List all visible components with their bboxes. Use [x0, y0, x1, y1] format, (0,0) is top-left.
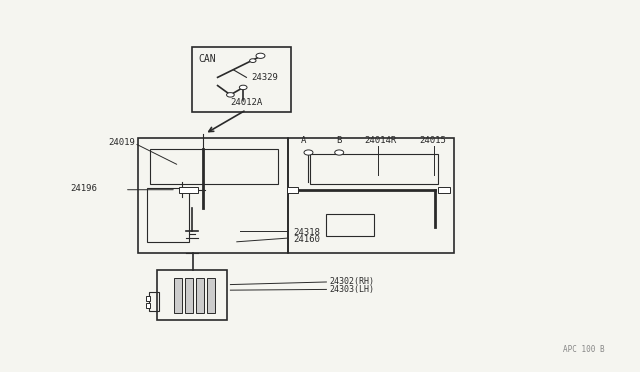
Circle shape	[250, 59, 256, 62]
Text: 24160: 24160	[293, 235, 320, 244]
Bar	[288, 138, 454, 253]
Circle shape	[304, 150, 313, 155]
Text: B: B	[337, 136, 342, 145]
Text: 24329: 24329	[251, 73, 278, 82]
Bar	[192, 46, 291, 112]
Text: 24015: 24015	[419, 136, 446, 145]
Text: 24196: 24196	[70, 184, 97, 193]
Bar	[147, 188, 189, 242]
Bar	[146, 296, 150, 301]
Bar	[179, 187, 198, 193]
Text: 24302(RH): 24302(RH)	[330, 278, 374, 286]
Bar	[207, 278, 215, 313]
Bar	[138, 138, 288, 253]
Bar	[196, 278, 204, 313]
Text: 24019: 24019	[109, 138, 136, 147]
Text: 24014R: 24014R	[365, 136, 397, 145]
Bar	[157, 270, 227, 320]
Bar	[174, 278, 182, 313]
Bar	[150, 149, 278, 184]
Bar	[149, 292, 159, 311]
Bar	[326, 214, 374, 236]
Text: 24012A: 24012A	[230, 98, 262, 107]
Text: 24318: 24318	[293, 228, 320, 237]
Circle shape	[239, 85, 247, 90]
Text: A: A	[301, 136, 307, 145]
Text: CAN: CAN	[198, 54, 216, 64]
Bar	[146, 303, 150, 308]
Circle shape	[256, 53, 265, 58]
Circle shape	[227, 93, 234, 97]
Bar	[310, 154, 438, 184]
Text: APC 100 B: APC 100 B	[563, 345, 605, 354]
Bar	[287, 187, 298, 193]
Circle shape	[335, 150, 344, 155]
Text: 24303(LH): 24303(LH)	[330, 285, 374, 294]
Bar	[438, 187, 450, 193]
Bar	[185, 278, 193, 313]
